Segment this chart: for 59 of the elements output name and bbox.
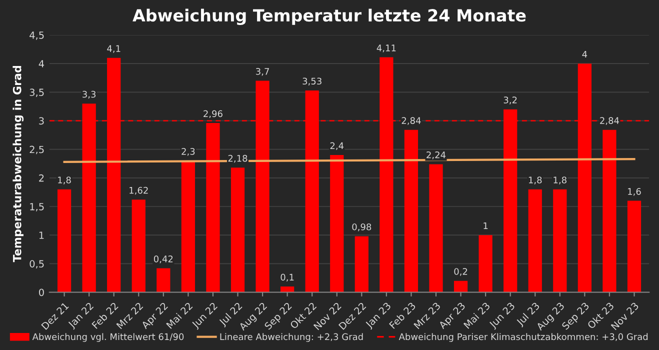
bar [354,236,368,292]
y-tick-label: 0 [39,288,44,296]
y-tick-label: 1,5 [30,203,44,212]
data-label: 2,3 [182,148,195,156]
data-label: 4,11 [376,44,396,52]
bar [553,189,567,292]
bar [132,200,146,292]
data-label: 1,8 [58,176,71,184]
bar [478,235,492,292]
data-label: 0,98 [352,223,372,232]
bar [57,189,72,292]
bar [627,200,642,292]
chart-title: Abweichung Temperatur letzte 24 Monate [132,8,526,26]
bar [230,168,245,292]
data-label: 3,53 [302,78,322,86]
bar [528,189,542,292]
data-label: 2,18 [228,154,248,163]
y-tick-label: 1 [39,232,44,239]
data-label: 0,2 [454,268,468,276]
legend-label: Lineare Abweichung: +2,3 Grad [220,333,363,342]
data-label: 1,8 [528,176,542,184]
y-axis-title: Temperaturabweichung in Grad [12,66,24,262]
data-label: 0,1 [280,274,294,282]
data-label: 3,3 [82,90,96,99]
data-label: 2,4 [330,142,344,150]
bar [454,280,468,292]
data-label: 1 [484,222,488,230]
y-tick-label: 3,5 [30,88,44,97]
data-label: 2,96 [204,110,222,118]
legend-label: Abweichung vgl. Mittelwert 61/90 [32,333,184,342]
data-label: 2,24 [426,151,446,160]
bar [156,268,170,292]
y-tick-label: 2 [39,174,44,182]
data-label: 0,42 [154,255,173,264]
y-tick-label: 2,5 [30,146,44,154]
bar [602,130,616,292]
data-label: 1,6 [628,188,641,196]
data-label: 4,1 [107,45,120,53]
x-tick-label: Jun 22 [191,302,219,330]
x-tick-label: Mrz 23 [414,302,441,330]
data-label: 1,8 [554,176,566,184]
data-label: 3,2 [504,96,517,104]
bar [181,160,196,292]
bar [330,155,344,292]
bar [404,130,418,292]
data-label: 1,62 [130,186,148,195]
legend-label: Abweichung Pariser Klimaschutzabkommen: +3,0 Grad [398,333,648,342]
data-label: 4 [582,50,588,58]
data-label: 3,7 [256,68,269,76]
y-tick-label: 4 [38,60,44,68]
data-label: 2,84 [600,117,620,125]
x-tick-label: Jun 23 [488,302,516,330]
y-tick-label: 0,5 [30,260,44,268]
x-tick-label: Dez 21 [41,302,69,330]
data-label: 2,84 [402,117,421,125]
x-tick-label: Mai 23 [463,302,490,329]
bar [429,164,443,292]
y-tick-label: 4,5 [30,32,44,40]
y-tick-label: 3 [39,117,44,125]
